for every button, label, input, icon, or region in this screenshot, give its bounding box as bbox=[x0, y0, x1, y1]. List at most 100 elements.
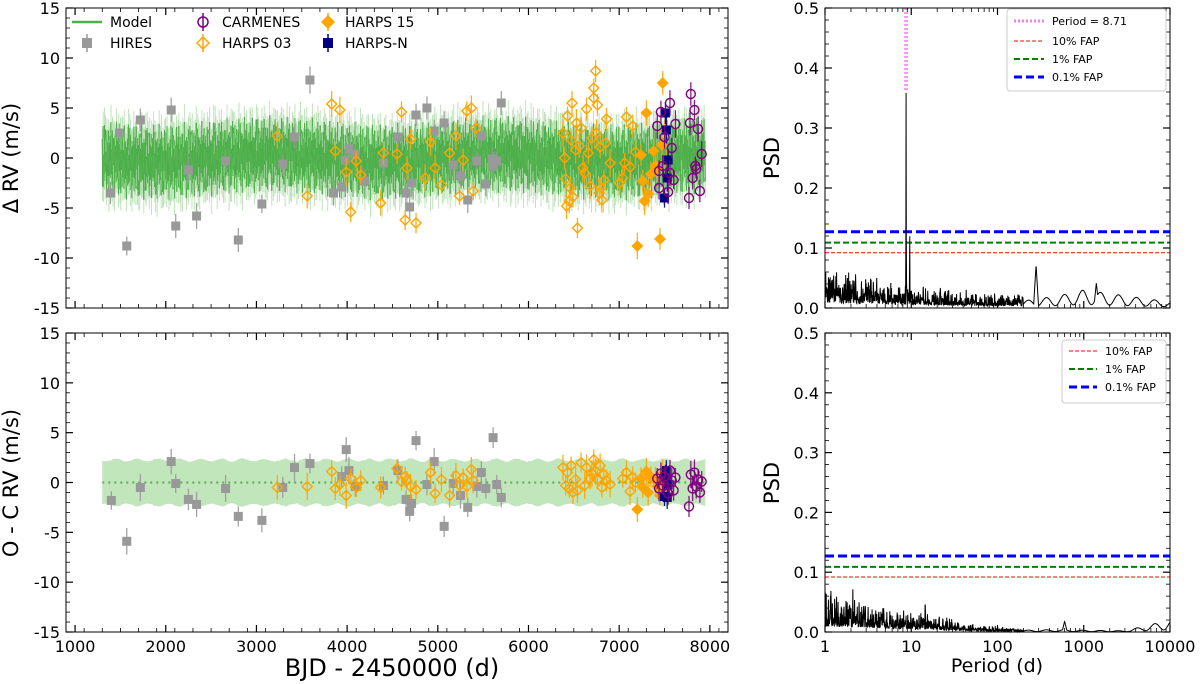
oc-ytick-label: -15 bbox=[34, 623, 60, 642]
rv-harps03-point bbox=[580, 103, 593, 115]
rv-ytick-label: 15 bbox=[40, 0, 60, 18]
oc-hires-point bbox=[405, 506, 415, 516]
oc-hires-point bbox=[135, 482, 145, 492]
rv-hires-point bbox=[166, 105, 176, 115]
legend-hires-marker bbox=[82, 38, 92, 48]
oc-harps03-point bbox=[429, 487, 442, 500]
rv-harps03-point bbox=[566, 97, 579, 109]
oc-harps03-point bbox=[350, 481, 363, 494]
rv-carmenes-point bbox=[692, 123, 704, 135]
oc-hires-point bbox=[411, 436, 421, 446]
rv-hires-point bbox=[405, 202, 415, 212]
oc-harps03-point bbox=[569, 473, 582, 486]
rv-harps03-point bbox=[301, 190, 314, 202]
oc-harps03-point bbox=[340, 489, 353, 502]
oc-hires-point bbox=[257, 515, 267, 525]
oc-harps03-point bbox=[467, 474, 480, 487]
legend-harpsn-label: HARPS-N bbox=[345, 36, 408, 52]
rv-carmenes-point bbox=[684, 117, 696, 129]
oc-carmenes-point bbox=[694, 487, 706, 498]
oc-hires-point bbox=[341, 445, 351, 455]
rv-legend: Model HIRES CARMENES HARPS 03 HARPS 15 H… bbox=[72, 13, 414, 52]
rv-harps03-point bbox=[399, 214, 412, 226]
rv-axes: -15 -10 -5 0 5 10 15 bbox=[34, 0, 729, 318]
rv-harps03-point bbox=[626, 120, 639, 132]
oc-hires-point bbox=[122, 536, 132, 546]
oc-harps03-point bbox=[604, 478, 617, 491]
rv-harps03-point bbox=[613, 177, 626, 189]
rv-harps03-point bbox=[435, 179, 448, 191]
rv-data-points bbox=[105, 59, 707, 260]
oc-hires-point bbox=[407, 498, 417, 508]
oc-hires-point bbox=[183, 494, 193, 504]
rv-harps03-point bbox=[410, 217, 423, 229]
rv-harps03-point bbox=[590, 127, 603, 139]
oc-harps03-point bbox=[333, 478, 346, 491]
rv-carmenes-point bbox=[664, 167, 676, 179]
oc-hires-point bbox=[350, 481, 360, 491]
oc-xtick-label: 1000 bbox=[55, 637, 96, 656]
rv-hires-point bbox=[305, 75, 315, 85]
rv-hires-point bbox=[455, 171, 465, 181]
rv-harps15-point bbox=[631, 240, 644, 252]
oc-hires-point bbox=[492, 479, 502, 489]
rv-hires-point bbox=[290, 132, 300, 142]
rv-model-band bbox=[101, 100, 706, 218]
rv-harps03-point bbox=[271, 130, 284, 142]
legend-harps15-marker bbox=[321, 15, 335, 29]
oc-hires-point bbox=[472, 481, 482, 491]
oc-harps03-point bbox=[580, 461, 593, 474]
rv-harps03-point bbox=[560, 200, 573, 212]
oc-carmenes-point bbox=[683, 501, 695, 512]
rv-harps03-point bbox=[604, 157, 617, 169]
oc-harps03-point bbox=[410, 483, 423, 496]
oc-harps03-point bbox=[587, 453, 600, 466]
rv-hires-point bbox=[487, 154, 497, 164]
rv-harps03-point bbox=[571, 222, 584, 234]
rv-harps03-point bbox=[449, 130, 462, 142]
oc-hires-point bbox=[476, 468, 486, 478]
rv-hires-point bbox=[192, 211, 202, 221]
oc-hires-point bbox=[290, 463, 300, 473]
oc-xtick-label: 7000 bbox=[599, 637, 640, 656]
oc-carmenes-point bbox=[662, 488, 674, 499]
legend-carmenes-label: CARMENES bbox=[222, 15, 300, 31]
rv-hires-point bbox=[105, 188, 115, 198]
oc-hires-point bbox=[171, 478, 181, 488]
oc-harps03-point bbox=[391, 462, 403, 475]
rv-ylabel: Δ RV (m/s) bbox=[0, 103, 23, 213]
oc-carmenes-point bbox=[664, 465, 676, 476]
rv-harps03-point bbox=[424, 136, 437, 148]
oc-harps03-point bbox=[571, 484, 584, 497]
rv-harpsn-point bbox=[662, 173, 672, 183]
rv-carmenes-point bbox=[652, 120, 663, 132]
oc-hires-point bbox=[344, 466, 354, 476]
rv-harps03-point bbox=[469, 122, 482, 134]
rv-harps03-point bbox=[573, 140, 586, 152]
oc-harps03-point bbox=[344, 472, 357, 485]
rv-carmenes-point bbox=[662, 186, 674, 198]
legend-harps15-label: HARPS 15 bbox=[345, 15, 414, 31]
rv-harps03-point bbox=[465, 102, 478, 114]
oc-axes: -15 -10 -5 0 5 10 15 1000 2000 3000 4000 5000 6000 70… bbox=[34, 324, 730, 656]
rv-harps03-point bbox=[340, 166, 353, 178]
oc-harps03-point bbox=[591, 473, 604, 486]
rv-ytick-label: 5 bbox=[50, 99, 60, 118]
rv-harps03-point bbox=[400, 162, 413, 174]
oc-hires-point bbox=[393, 466, 403, 476]
rv-hires-point bbox=[401, 188, 411, 198]
oc-hires-point bbox=[221, 483, 231, 493]
oc-xtick-label: 6000 bbox=[508, 637, 549, 656]
oc-harps03-point bbox=[460, 480, 473, 493]
rv-harps03-point bbox=[377, 147, 390, 159]
oc-hires-point bbox=[496, 492, 506, 502]
rv-harps03-point bbox=[419, 172, 432, 184]
rv-harps15-point bbox=[653, 233, 666, 245]
oc-ytick-label: -10 bbox=[34, 573, 60, 592]
rv-carmenes-point bbox=[670, 118, 681, 130]
oc-hires-point bbox=[481, 483, 491, 493]
rv-carmenes-point bbox=[655, 106, 667, 118]
oc-carmenes-point bbox=[668, 485, 679, 496]
oc-ytick-label: 0 bbox=[50, 474, 60, 493]
